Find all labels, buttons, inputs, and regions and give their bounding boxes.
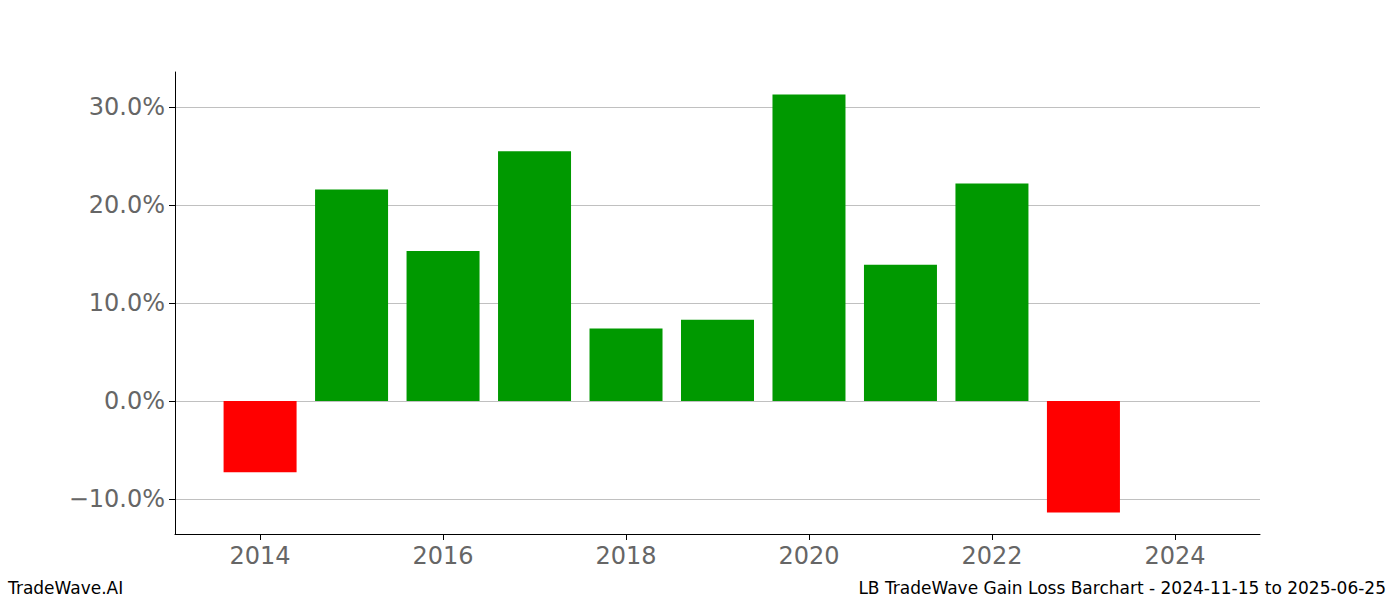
svg-text:LB TradeWave Gain Loss Barchar: LB TradeWave Gain Loss Barchart - 2024-1… bbox=[858, 578, 1386, 598]
svg-text:2024: 2024 bbox=[1144, 542, 1205, 570]
svg-text:TradeWave.AI: TradeWave.AI bbox=[7, 578, 123, 598]
svg-text:−10.0%: −10.0% bbox=[69, 485, 165, 513]
svg-text:30.0%: 30.0% bbox=[89, 93, 165, 121]
svg-text:2014: 2014 bbox=[230, 542, 291, 570]
svg-text:2018: 2018 bbox=[595, 542, 656, 570]
svg-text:10.0%: 10.0% bbox=[89, 289, 165, 317]
svg-text:2020: 2020 bbox=[778, 542, 839, 570]
svg-text:20.0%: 20.0% bbox=[89, 191, 165, 219]
svg-text:2022: 2022 bbox=[961, 542, 1022, 570]
svg-text:0.0%: 0.0% bbox=[104, 387, 165, 415]
svg-text:2016: 2016 bbox=[413, 542, 474, 570]
